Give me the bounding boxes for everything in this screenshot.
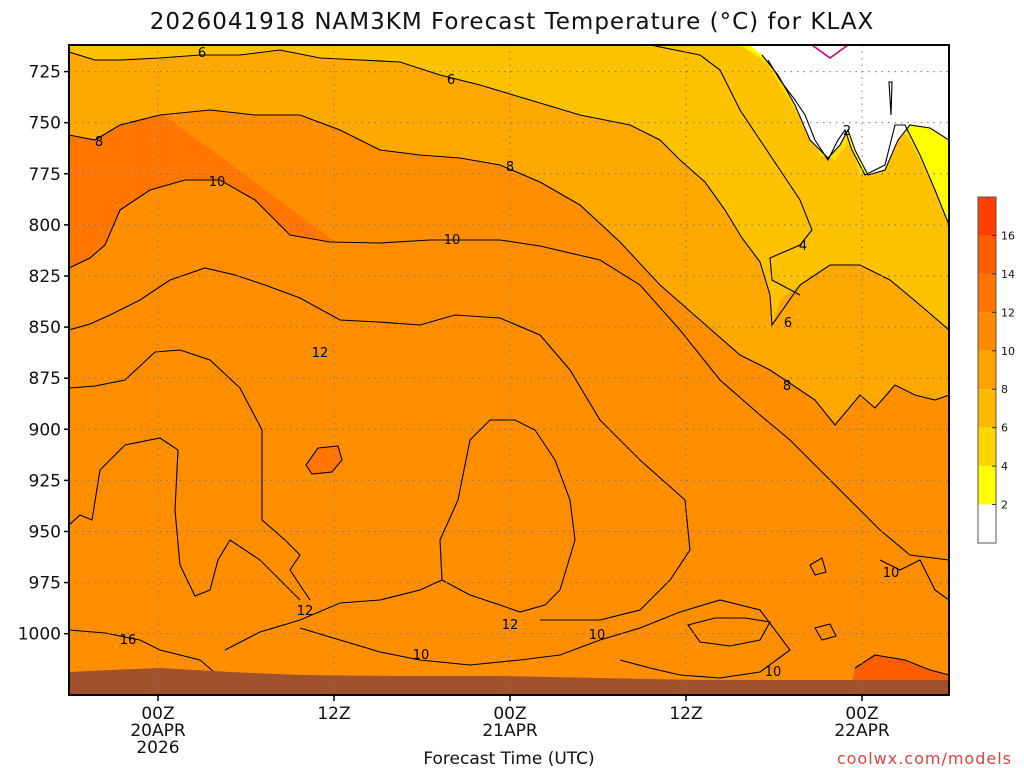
x-axis: 00Z 20APR 2026 12Z 00Z 21APR 12Z 00Z 22APR [130,695,890,758]
contour-lines [69,45,949,691]
contour-label: 6 [784,316,792,331]
colorbar-label: 14 [1001,268,1015,281]
x-tick-label: 00Z 22APR [834,704,890,741]
contour-12 [69,267,691,621]
colorbar-label: 12 [1001,306,1015,319]
contour-label: 10 [413,648,430,663]
contour-label: 12 [312,346,329,361]
colorbar-label: 8 [1001,383,1008,396]
contour-12-pocket [305,445,343,475]
colorbar-label: 10 [1001,345,1015,358]
colorbar-swatch [978,273,996,313]
contour-label: 10 [589,628,606,643]
contour-10-low [299,599,791,679]
contour-14 [69,349,311,601]
y-tick-label: 950 [29,522,61,542]
band-below-2 [750,45,949,175]
contour-10-pocket-b [809,557,827,576]
contour-8 [69,109,949,426]
colorbar-label: 2 [1001,499,1008,512]
colorbar-label: 16 [1001,229,1015,242]
contour-10 [69,179,949,561]
chart-title: 2026041918 NAM3KM Forecast Temperature (… [150,9,875,35]
colorbar-swatch [978,389,996,428]
contour-6 [69,49,949,331]
colorbar-swatch [978,466,996,505]
plot-area [69,45,949,695]
y-tick-label: 750 [29,114,61,134]
credit-text: coolwx.com/models [837,749,1012,768]
colorbar-border [977,196,997,544]
contour-label: 12 [297,604,314,619]
colorbar-swatch [978,350,996,390]
contour-10-right [879,559,949,601]
contour-4 [767,59,949,226]
y-tick-label: 925 [29,471,61,491]
contour-label: 6 [198,46,206,61]
y-tick-label: 875 [29,369,61,389]
freezing-contour [811,45,849,59]
contour-label: 8 [783,379,791,394]
contour-label: 10 [883,566,900,581]
colorbar-swatch [978,504,996,543]
colorbar: 2 4 6 8 10 12 14 16 [977,196,1015,544]
contour-label: 6 [447,73,455,88]
y-tick-label: 850 [29,318,61,338]
colorbar-swatch [978,235,996,274]
contour-label: 10 [765,665,782,680]
contour-2-sliver [888,81,893,116]
contour-10-pocket-c [814,623,837,641]
contour-16b [69,629,236,691]
ground [69,668,949,695]
plot-border [68,44,950,696]
y-tick-label: 900 [29,420,61,440]
y-tick-label: 1000 [18,625,61,645]
contour-12-low [224,579,443,651]
contour-label: 12 [502,618,519,633]
y-tick-label: 725 [29,63,61,83]
x-tick-label: 00Z 21APR [482,704,538,741]
contour-label: 4 [799,239,807,254]
x-tick-label: 00Z 20APR 2026 [130,704,186,758]
contour-16 [69,437,301,601]
contour-label: 8 [506,160,514,175]
y-tick-label: 775 [29,165,61,185]
contour-label: 10 [209,175,226,190]
contour-14-pocket [854,654,949,676]
pocket-10b [810,558,826,575]
colorbar-label: 6 [1001,422,1008,435]
y-tick-label: 825 [29,267,61,287]
colorbar-swatch [978,427,996,467]
x-tick-label: 12Z [669,704,702,724]
x-axis-label: Forecast Time (UTC) [423,749,594,768]
contour-4-left [649,45,813,296]
contour-label: 10 [444,233,461,248]
contour-label: 16 [120,633,137,648]
pocket-10 [688,618,770,646]
colorbar-label: 4 [1001,460,1008,473]
y-axis: 725 750 775 800 825 850 875 900 925 950 975 1000 [18,63,69,645]
contour-14b [439,419,576,613]
grid [69,45,949,695]
colorbar-swatch [978,312,996,351]
contour-10-pocket [687,617,771,647]
x-tick-label: 12Z [317,704,350,724]
y-tick-label: 800 [29,216,61,236]
colorbar-swatch [978,197,996,236]
contour-labels: 6 6 8 8 10 10 12 12 16 2 4 6 8 10 12 10 … [95,46,899,680]
contour-label: 8 [95,135,103,150]
contour-label: 2 [843,124,851,139]
y-tick-label: 975 [29,574,61,594]
band-6-8 [69,45,949,330]
contour-2 [761,54,949,176]
